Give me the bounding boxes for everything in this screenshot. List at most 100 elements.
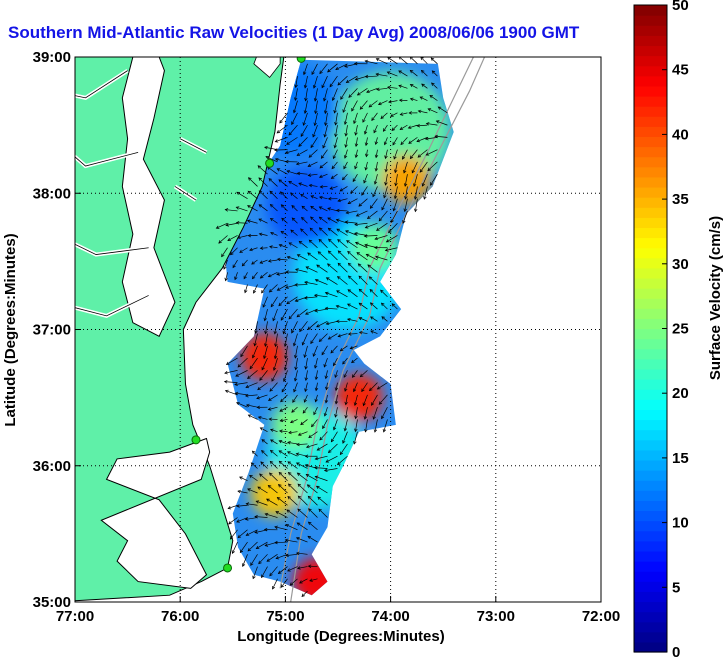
velocity-arrow-head xyxy=(336,276,341,280)
velocity-arrow xyxy=(353,394,358,406)
velocity-arrow-shaft xyxy=(223,259,228,270)
velocity-arrow-head xyxy=(287,495,291,500)
velocity-arrow-shaft xyxy=(318,239,328,248)
velocity-arrow-shaft xyxy=(269,566,278,577)
velocity-arrow-shaft xyxy=(350,345,358,349)
velocity-arrow xyxy=(259,259,268,264)
velocity-arrow-shaft xyxy=(236,402,248,408)
velocity-arrow-head xyxy=(309,227,314,232)
velocity-arrow xyxy=(310,205,318,212)
velocity-arrow-head xyxy=(269,245,273,249)
velocity-arrow-head xyxy=(253,342,257,347)
velocity-arrow-head xyxy=(324,122,328,127)
velocity-arrow-shaft xyxy=(226,357,238,365)
velocity-arrow-head xyxy=(308,239,313,244)
velocity-arrow-head xyxy=(258,218,263,222)
velocity-arrow-head xyxy=(227,237,231,241)
velocity-arrow xyxy=(240,345,248,358)
velocity-arrow xyxy=(305,443,318,449)
velocity-arrow-shaft xyxy=(319,173,328,178)
velocity-arrow-head xyxy=(261,289,265,294)
velocity-arrow-shaft xyxy=(266,554,278,562)
velocity-arrow-head xyxy=(296,472,301,476)
velocity-arrow xyxy=(237,489,248,494)
velocity-arrow xyxy=(285,523,298,531)
velocity-arrow-head xyxy=(361,192,365,196)
velocity-arrow-head xyxy=(307,535,312,540)
velocity-arrow xyxy=(313,293,328,298)
velocity-arrow-head xyxy=(228,521,232,525)
velocity-arrow xyxy=(402,210,408,224)
velocity-arrow-shaft xyxy=(280,394,288,403)
velocity-arrow xyxy=(261,439,268,445)
velocity-arrow-shaft xyxy=(261,450,268,457)
velocity-arrow xyxy=(314,278,328,285)
velocity-arrow xyxy=(383,137,388,146)
velocity-arrow-shaft xyxy=(386,235,398,243)
velocity-arrow-head xyxy=(308,154,313,158)
velocity-arrow xyxy=(316,321,328,328)
velocity-arrow-head xyxy=(249,365,253,370)
velocity-arrow xyxy=(277,566,288,575)
velocity-arrow xyxy=(342,357,348,365)
velocity-arrow xyxy=(390,210,398,223)
velocity-arrow-head xyxy=(369,302,374,306)
x-tick-label: 73:00 xyxy=(477,608,515,625)
velocity-arrow xyxy=(274,333,278,348)
velocity-arrow xyxy=(308,149,318,158)
velocity-arrow-head xyxy=(341,176,346,181)
velocity-arrow-head xyxy=(304,280,308,285)
velocity-arrow xyxy=(264,333,268,347)
colorbar-tick-label: 45 xyxy=(672,62,689,79)
velocity-arrow-head xyxy=(347,289,352,293)
velocity-arrow-head xyxy=(304,388,308,393)
velocity-arrow xyxy=(421,83,428,89)
velocity-arrow-shaft xyxy=(270,218,278,224)
velocity-arrow xyxy=(374,161,379,172)
velocity-arrow-head xyxy=(311,71,315,76)
velocity-arrow xyxy=(247,488,258,494)
velocity-arrow xyxy=(259,246,268,250)
velocity-arrow xyxy=(295,537,308,543)
velocity-arrow xyxy=(297,508,308,518)
velocity-arrow xyxy=(283,358,288,371)
velocity-arrow-shaft xyxy=(337,75,348,86)
velocity-arrow-shaft xyxy=(316,264,328,273)
velocity-arrow xyxy=(308,431,318,439)
velocity-arrow-shaft xyxy=(250,554,258,566)
velocity-arrow xyxy=(304,308,318,315)
velocity-arrow-head xyxy=(236,519,240,523)
velocity-arrow-shaft xyxy=(328,238,338,249)
velocity-arrow-head xyxy=(313,411,317,416)
velocity-arrow-shaft xyxy=(414,186,418,200)
velocity-arrow-head xyxy=(249,474,253,479)
velocity-arrow xyxy=(345,75,358,83)
velocity-arrow xyxy=(292,394,298,403)
velocity-arrow-head xyxy=(419,169,423,173)
velocity-arrow-head xyxy=(376,227,380,231)
velocity-arrow-head xyxy=(318,338,323,342)
velocity-arrow xyxy=(307,161,318,167)
velocity-arrow xyxy=(276,271,288,276)
velocity-arrow-head xyxy=(268,397,272,401)
velocity-arrow-head xyxy=(295,268,299,272)
velocity-arrow-shaft xyxy=(286,170,298,175)
velocity-arrow-head xyxy=(304,454,309,458)
velocity-arrow xyxy=(427,108,438,114)
velocity-arrow-shaft xyxy=(281,204,288,212)
velocity-arrow xyxy=(307,535,318,543)
velocity-arrow-head xyxy=(285,523,289,528)
colorbar-step xyxy=(634,126,667,138)
velocity-arrow-shaft xyxy=(319,227,328,236)
velocity-arrow-head xyxy=(263,527,268,532)
velocity-arrow xyxy=(321,345,328,356)
velocity-arrow xyxy=(327,227,338,236)
velocity-arrow-shaft xyxy=(274,541,288,544)
velocity-arrow xyxy=(272,578,278,590)
velocity-arrow-shaft xyxy=(317,251,328,261)
velocity-arrow-head xyxy=(264,330,268,335)
velocity-arrow-shaft xyxy=(411,161,418,173)
velocity-arrow-head xyxy=(274,540,278,545)
velocity-arrow-head xyxy=(271,378,275,382)
velocity-arrow-shaft xyxy=(337,250,348,261)
